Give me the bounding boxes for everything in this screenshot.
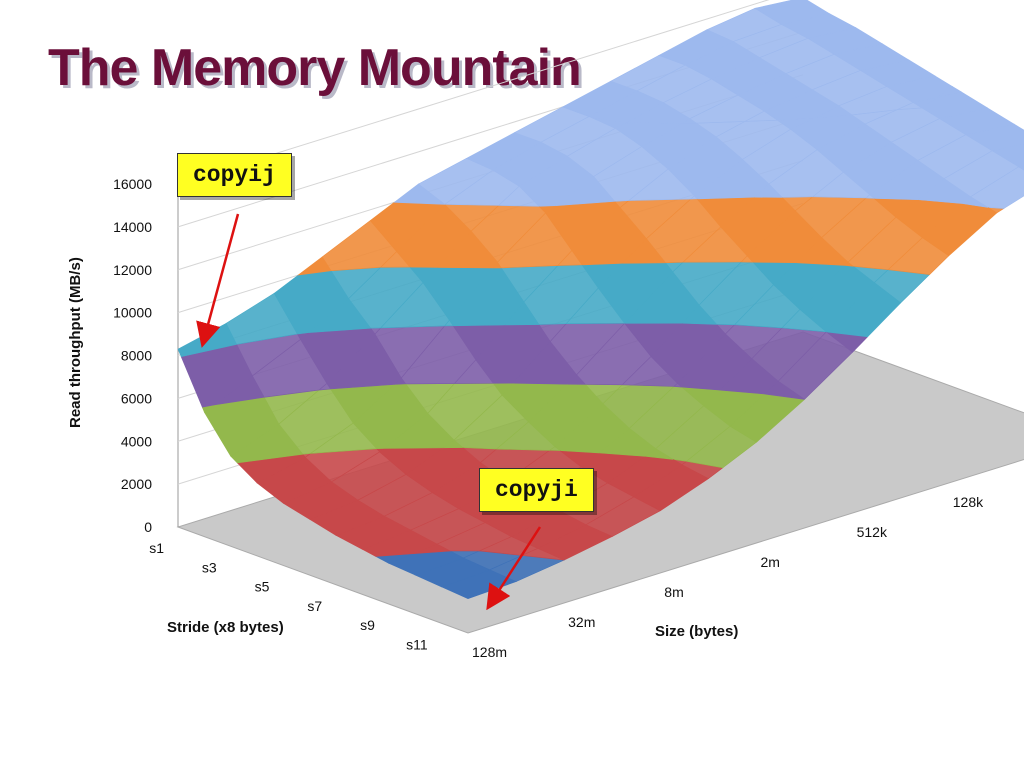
stride-tick-s3: s3 [202,559,217,575]
z-tick-6000: 6000 [121,390,152,406]
stride-tick-s11: s11 [406,636,428,652]
z-tick-10000: 10000 [113,305,152,321]
size-tick-128m: 128m [472,644,507,660]
z-tick-4000: 4000 [121,433,152,449]
copyij-callout: copyij [177,153,292,197]
size-tick-512k: 512k [857,524,888,540]
surface-plot [177,0,1024,600]
surface-cell-0-2-band-5 [297,256,332,276]
stride-axis-label: Stride (x8 bytes) [167,619,284,636]
surface-cell-0-4-band-6 [393,183,446,205]
stride-tick-s5: s5 [255,579,270,595]
y-axis-label: Read throughput (MB/s) [67,257,84,428]
copyij-arrow [196,213,240,348]
callout-arrows [196,213,542,611]
size-tick-32m: 32m [568,614,595,630]
copyji-arrow [486,526,542,611]
stride-tick-s9: s9 [360,617,375,633]
size-axis-label: Size (bytes) [655,623,738,640]
size-tick-128k: 128k [953,494,984,510]
surface-cell-0-7-band-7 [562,106,590,117]
z-tick-14000: 14000 [113,219,152,235]
stride-tick-s7: s7 [307,598,322,614]
z-tick-0: 0 [144,519,152,535]
slide-title: The Memory Mountain [48,39,582,97]
z-tick-2000: 2000 [121,476,152,492]
z-tick-8000: 8000 [121,348,152,364]
gridline-16000 [177,0,770,185]
copyji-callout: copyji [479,468,594,512]
size-tick-8m: 8m [664,584,683,600]
size-tick-2m: 2m [760,554,779,570]
z-tick-16000: 16000 [113,176,152,192]
z-tick-12000: 12000 [113,262,152,278]
stride-tick-s1: s1 [149,540,164,556]
axis-ticks: 0 2000 4000 6000 8000 10000 12000 14000 16000 s1 s… [113,176,984,660]
